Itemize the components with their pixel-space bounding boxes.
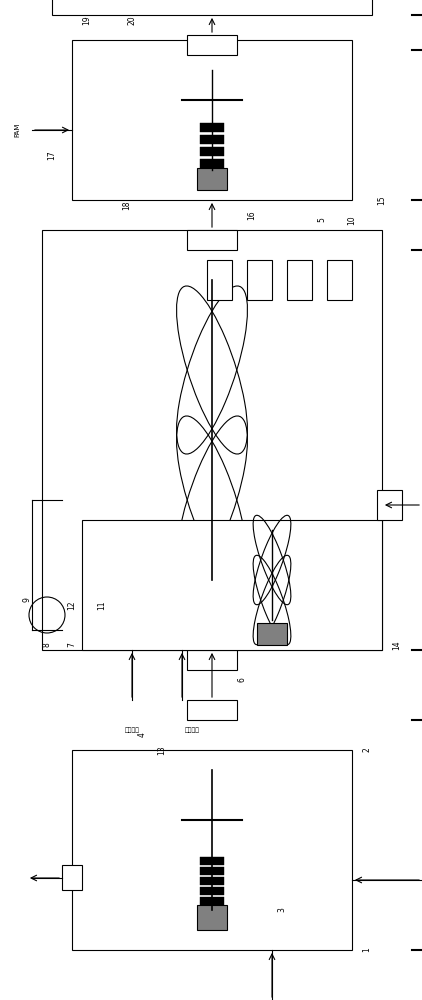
Text: 回流碱液: 回流碱液: [184, 727, 200, 733]
Text: 7: 7: [68, 643, 76, 647]
Polygon shape: [200, 562, 224, 572]
Text: 15: 15: [378, 195, 387, 205]
Polygon shape: [200, 897, 224, 905]
Polygon shape: [200, 536, 224, 546]
Text: 5: 5: [317, 218, 327, 222]
Polygon shape: [200, 135, 224, 144]
Polygon shape: [187, 230, 237, 250]
Text: 16: 16: [247, 210, 257, 220]
Polygon shape: [257, 623, 287, 645]
Polygon shape: [377, 490, 402, 520]
Text: 12: 12: [68, 600, 76, 610]
Text: 石灰乳液: 石灰乳液: [124, 727, 140, 733]
Polygon shape: [42, 230, 382, 650]
Polygon shape: [82, 520, 382, 650]
Text: 14: 14: [392, 640, 401, 650]
Text: 18: 18: [122, 200, 132, 210]
Polygon shape: [197, 905, 227, 930]
Text: 4: 4: [138, 733, 146, 737]
Text: 20: 20: [127, 15, 136, 25]
Text: 1: 1: [362, 948, 371, 952]
Text: 10: 10: [347, 215, 357, 225]
Polygon shape: [52, 0, 372, 15]
Polygon shape: [72, 40, 352, 200]
Polygon shape: [287, 260, 312, 300]
Text: 3: 3: [278, 908, 287, 912]
Polygon shape: [187, 35, 237, 55]
Polygon shape: [200, 147, 224, 156]
Polygon shape: [197, 585, 227, 615]
Polygon shape: [247, 260, 272, 300]
Polygon shape: [200, 123, 224, 132]
Polygon shape: [200, 877, 224, 885]
Polygon shape: [62, 865, 82, 890]
Polygon shape: [200, 549, 224, 559]
Polygon shape: [200, 159, 224, 168]
Text: 11: 11: [97, 600, 106, 610]
Polygon shape: [200, 523, 224, 533]
Text: 2: 2: [362, 748, 371, 752]
Text: 13: 13: [157, 745, 167, 755]
Polygon shape: [187, 700, 237, 720]
Text: 19: 19: [82, 15, 92, 25]
Polygon shape: [72, 750, 352, 950]
Text: 9: 9: [22, 598, 32, 602]
Polygon shape: [200, 887, 224, 895]
Polygon shape: [327, 260, 352, 300]
Polygon shape: [200, 575, 224, 585]
Polygon shape: [187, 650, 237, 670]
Text: 8: 8: [43, 643, 51, 647]
Text: 6: 6: [238, 678, 246, 682]
Polygon shape: [200, 867, 224, 875]
Polygon shape: [197, 168, 227, 190]
Text: PAM: PAM: [14, 123, 20, 137]
Polygon shape: [207, 260, 232, 300]
Polygon shape: [200, 857, 224, 865]
Text: 17: 17: [48, 150, 57, 160]
